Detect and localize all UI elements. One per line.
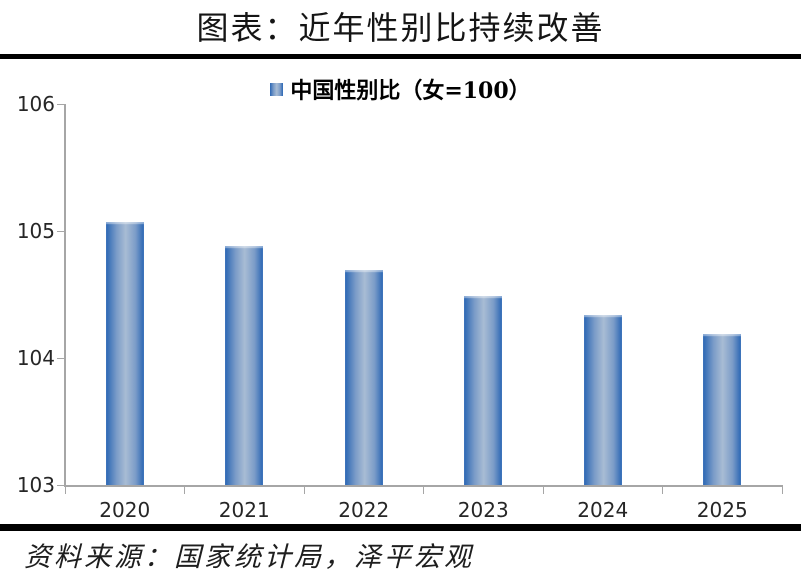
bottom-rule-divider <box>0 524 801 531</box>
legend-marker-icon <box>270 82 284 96</box>
y-axis-tick-label: 103 <box>16 473 55 497</box>
y-axis-tick <box>57 358 65 359</box>
bar-2020 <box>105 222 144 485</box>
y-axis-tick-label: 104 <box>16 346 55 370</box>
y-axis-tick-label: 105 <box>16 219 55 243</box>
x-axis-label-2025: 2025 <box>696 498 748 522</box>
source-note: 资料来源：国家统计局，泽平宏观 <box>24 542 474 573</box>
bar-2021 <box>225 246 264 485</box>
x-axis-tick <box>662 487 663 494</box>
bar-2022 <box>344 270 383 485</box>
bar-2025 <box>703 333 742 485</box>
bar-2024 <box>583 314 622 485</box>
x-axis-tick <box>303 487 305 494</box>
x-axis-label-2022: 2022 <box>338 498 390 522</box>
legend-label: 中国性别比（女=100） <box>290 78 531 104</box>
y-axis-tick-label: 106 <box>16 92 55 116</box>
chart-title: 图表：近年性别比持续改善 <box>196 9 605 47</box>
x-axis-label-2023: 2023 <box>457 498 509 522</box>
y-axis-tick <box>57 485 65 486</box>
y-axis-tick <box>57 231 65 232</box>
x-axis-line <box>64 485 783 487</box>
legend: 中国性别比（女=100） <box>0 78 801 104</box>
y-axis-line <box>64 104 66 487</box>
x-axis-label-2024: 2024 <box>577 498 629 522</box>
top-rule-divider <box>0 54 801 59</box>
x-axis-label-2020: 2020 <box>99 498 151 522</box>
x-axis-tick <box>781 487 783 494</box>
y-axis-tick <box>57 104 65 105</box>
x-axis-tick <box>184 487 185 494</box>
bar-2023 <box>464 295 503 485</box>
x-axis-tick <box>423 487 424 494</box>
x-axis-tick <box>542 487 544 494</box>
x-axis-tick <box>64 487 66 494</box>
x-axis-label-2021: 2021 <box>218 498 270 522</box>
